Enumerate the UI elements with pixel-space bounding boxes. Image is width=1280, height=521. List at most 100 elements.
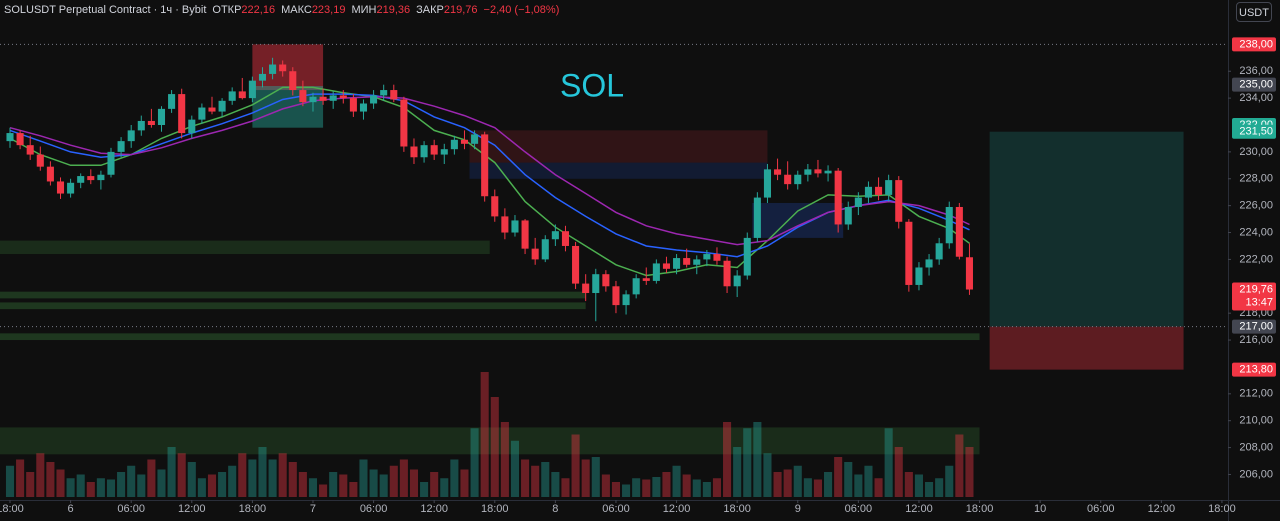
y-tick-label: 216,00 [1239,334,1273,346]
candle-body [471,134,479,144]
candle-body [380,90,388,96]
candle-body [895,180,903,222]
candle-body [420,145,428,158]
volume-bar [359,459,368,497]
candle-body [491,196,499,217]
volume-bar [874,478,883,497]
candle-body [188,119,196,134]
volume-bar [268,459,277,497]
volume-bar [349,482,358,497]
volume-bar [591,457,600,497]
volume-bar [702,482,711,497]
y-tick-label: 222,00 [1239,253,1273,265]
candle-body [400,99,408,147]
volume-bar [824,472,833,497]
change: −2,40 (−1,08%) [483,4,560,16]
zone [0,240,490,255]
volume-bar [106,479,116,497]
x-tick-label: 6 [68,503,74,515]
price-badge [1232,124,1276,139]
candle-body [97,174,105,181]
volume-bar [945,465,954,497]
candle-body [450,139,458,150]
volume-bar [571,434,580,497]
moving-average [9,96,970,246]
candle-body [774,169,782,175]
candle-body [521,220,529,249]
volume-bar [76,474,85,497]
volume-bar [66,478,75,497]
candle-body [531,248,539,260]
candle-body [6,133,14,142]
volume-bar [834,457,843,497]
candle-body [26,145,34,155]
candle-body [925,259,933,268]
symbol: SOLUSDT Perpetual Contract · 1ч · Bybit [4,4,207,16]
candle-body [683,258,691,265]
volume-bar [611,482,621,497]
candle-body [117,141,125,152]
candle-body [178,94,186,134]
volume-bar [117,472,126,497]
currency-button[interactable]: USDT [1236,2,1272,22]
candle-body [147,120,155,125]
price-badge-label: 238,00 [1239,38,1273,50]
volume-bar [157,469,166,497]
volume-bar [147,459,156,497]
volume-bar [440,478,449,497]
volume-bar [470,428,479,497]
volume-bar [601,474,610,497]
x-tick-label: 06:00 [360,503,388,515]
candle-body [945,206,953,244]
candle-body [804,169,812,175]
candle-body [763,169,771,198]
volume-bar [329,472,338,497]
candle-body [582,283,590,294]
zone [469,130,768,163]
candle-body [652,263,660,281]
y-tick-label: 230,00 [1239,146,1273,158]
x-tick-label: 18:00 [239,503,267,515]
ohlc-value: 222,16 [241,4,276,16]
y-tick-label: 226,00 [1239,200,1273,212]
y-tick-label: 234,00 [1239,92,1273,104]
price-badge [1232,362,1276,377]
candle-body [642,278,650,281]
volume-bar [288,462,297,497]
volume-bar [733,447,742,497]
volume-bar [914,474,923,497]
volume-bar [854,474,863,497]
volume-bar [642,479,651,497]
candle-body [511,220,519,233]
candle-body [127,130,135,142]
price-badge [1232,319,1276,334]
volume-bar [56,469,65,497]
candle-body [430,145,438,155]
volume-bar [965,447,974,497]
candle-body [592,274,600,294]
price-badge [1232,77,1276,92]
volume-bar [379,474,388,497]
candle-body [723,260,731,287]
volume-bar [490,397,499,497]
candle-body [501,216,509,233]
volume-bar [521,459,530,497]
volume-bar [137,474,146,497]
price-badge-sublabel: 13:47 [1245,296,1273,308]
volume-bar [197,478,206,497]
zone [752,202,844,238]
candle-body [77,176,85,183]
volume-bar [207,474,217,497]
candle-body [329,95,337,101]
candle-body [349,98,357,112]
candle-body [289,71,297,91]
volume-bar [753,422,762,497]
volume-bar [298,472,307,497]
volume-bar [541,462,550,497]
volume-bar [692,479,701,497]
candle-body [784,174,792,185]
volume-bar [783,469,792,497]
volume-bar [460,469,469,497]
candle-body [905,221,913,285]
